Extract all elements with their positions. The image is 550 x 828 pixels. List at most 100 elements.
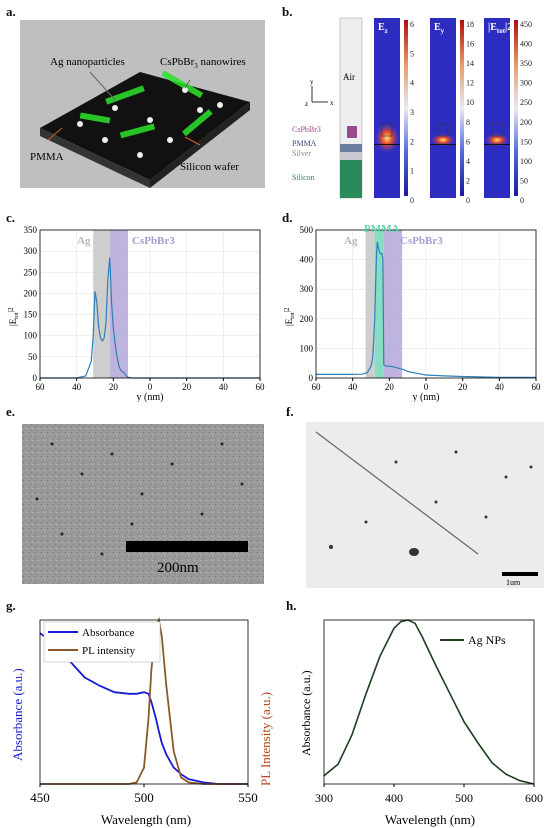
x-tick-label: 20 — [385, 382, 395, 392]
field-hotspot-1 — [430, 133, 456, 147]
cspbbr3-band-label: CsPbBr3 — [132, 235, 175, 247]
x-tick-label: 60 — [532, 382, 542, 392]
colorbar-tick-2: 100 — [520, 157, 532, 166]
field-map-0 — [374, 18, 400, 198]
nanowires-label: CsPbBr3 nanowires — [160, 56, 246, 70]
x-tick-label: 0 — [148, 382, 153, 392]
field-map-title-0: Ez — [378, 22, 388, 35]
colorbar-tick-1: 12 — [466, 79, 474, 88]
colorbar-tick-1: 14 — [466, 59, 474, 68]
nanowire-outline-0 — [381, 123, 393, 137]
y-tick-label: 0 — [33, 373, 38, 383]
ag-band-label: Ag — [344, 235, 358, 247]
colorbar-tick-1: 8 — [466, 118, 470, 127]
field-map-2 — [484, 18, 510, 198]
interface-line-0 — [374, 144, 400, 145]
panel-h-label: h. — [286, 598, 297, 613]
y-tick-label: 500 — [300, 225, 314, 235]
legend-box — [43, 621, 161, 663]
y-tick-label: 100 — [300, 343, 314, 353]
nanowire-outline-2 — [491, 123, 503, 137]
region-band-0 — [93, 230, 110, 378]
axis-y-label: y — [310, 78, 314, 86]
colorbar-tick-0: 3 — [410, 108, 414, 117]
scale-bar-1um: 1um — [506, 578, 521, 587]
x-tick-label: 20 — [458, 382, 468, 392]
colorbar-tick-2: 350 — [520, 59, 532, 68]
ag-nanoparticles-label: Ag nanoparticles — [50, 56, 125, 68]
colorbar-tick-0: 0 — [410, 196, 414, 205]
colorbar-tick-1: 10 — [466, 98, 474, 107]
pmma-label-b: PMMA — [292, 139, 317, 148]
panel-e-tem-image: 200nm — [22, 424, 264, 584]
interface-line-2 — [484, 144, 510, 145]
colorbar-tick-0: 6 — [410, 20, 414, 29]
panel-f-label: f. — [286, 404, 294, 419]
x-tick-label: 600 — [525, 791, 543, 805]
panel-b-field-maps: Air CsPbBr3 PMMA Silver Silicon y x z Ez… — [292, 17, 532, 205]
y-tick-label: 400 — [300, 255, 314, 265]
field-hotspot-0 — [374, 122, 400, 154]
x-tick-label: 60 — [36, 382, 46, 392]
panel-g-chart: 450 500 550 Absorbance PL intensity Absorbanc… — [10, 616, 273, 827]
region-band-2 — [383, 230, 403, 378]
colorbar-tick-1: 0 — [466, 196, 470, 205]
y-tick-label: 300 — [300, 284, 314, 294]
cspbbr3-label: CsPbBr3 — [292, 125, 321, 134]
x-tick-label: 20 — [109, 382, 119, 392]
silicon-label: Silicon — [292, 173, 315, 182]
air-label: Air — [343, 72, 355, 82]
colorbar-tick-1: 2 — [466, 176, 470, 185]
colorbar-tick-2: 300 — [520, 79, 532, 88]
x-tick-label: 40 — [72, 382, 82, 392]
y-axis-label: |Etot|2 — [283, 307, 296, 326]
series-line-0 — [323, 619, 535, 785]
x-tick-label: 450 — [30, 790, 50, 805]
x-tick-label: 60 — [256, 382, 266, 392]
x-tick-label: 60 — [312, 382, 322, 392]
field-hotspot-2 — [484, 133, 510, 147]
y-tick-label: 200 — [300, 314, 314, 324]
colorbar-tick-0: 5 — [410, 49, 414, 58]
panel-b-label: b. — [282, 4, 293, 19]
y-tick-label: 350 — [24, 225, 38, 235]
series-line-0 — [39, 632, 248, 785]
region-band-1 — [374, 230, 384, 378]
colorbar-1 — [460, 20, 464, 196]
region-band-0 — [365, 230, 375, 378]
y-tick-label: 300 — [24, 246, 38, 256]
y-axis-label: Absorbance (a.u.) — [299, 670, 313, 756]
x-tick-label: 500 — [455, 791, 473, 805]
panel-f-tem-image: 1um — [306, 422, 544, 588]
x-tick-label: 40 — [495, 382, 505, 392]
region-band-1 — [109, 230, 128, 378]
y-axis-label-left: Absorbance (a.u.) — [10, 668, 25, 761]
axis-z-label: z — [305, 100, 308, 108]
colorbar-tick-2: 50 — [520, 176, 528, 185]
legend-absorbance: Absorbance — [82, 627, 135, 639]
colorbar-0 — [404, 20, 408, 196]
y-tick-label: 100 — [24, 331, 38, 341]
y-axis-label: |Etot|2 — [7, 307, 20, 326]
nanowire-outline-1 — [437, 123, 449, 137]
x-tick-label: 20 — [182, 382, 192, 392]
cspbbr3-band-label: CsPbBr3 — [400, 235, 443, 247]
colorbar-tick-1: 6 — [466, 137, 470, 146]
y-tick-label: 150 — [24, 310, 38, 320]
colorbar-tick-2: 200 — [520, 118, 532, 127]
y-tick-label: 200 — [24, 288, 38, 298]
y-tick-label: 0 — [309, 373, 314, 383]
panel-h-chart: 300 400 500 600 Ag NPs Absorbance (a.u.) Wavel… — [299, 619, 543, 827]
colorbar-tick-2: 450 — [520, 20, 532, 29]
interface-line-1 — [430, 144, 456, 145]
colorbar-tick-2: 250 — [520, 98, 532, 107]
axis-x-label: x — [330, 99, 334, 107]
ag-band-label: Ag — [77, 235, 91, 247]
colorbar-tick-0: 4 — [410, 79, 414, 88]
colorbar-tick-2: 400 — [520, 40, 532, 49]
legend-ag-nps: Ag NPs — [468, 633, 506, 647]
scale-bar-200nm: 200nm — [157, 560, 199, 576]
y-tick-label: 250 — [24, 267, 38, 277]
x-axis-label: Wavelength (nm) — [385, 812, 475, 827]
colorbar-tick-1: 18 — [466, 20, 474, 29]
